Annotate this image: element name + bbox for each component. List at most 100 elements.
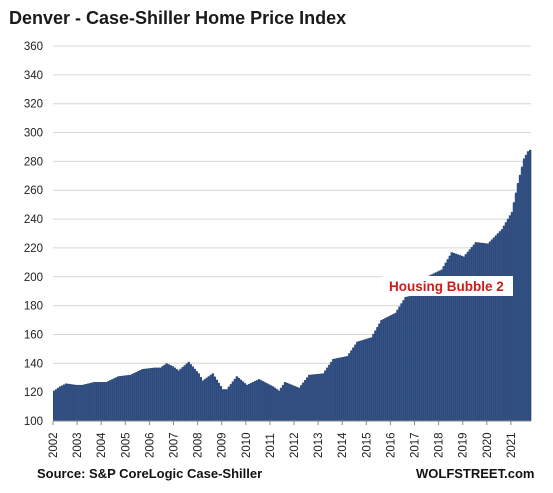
- bar: [103, 382, 106, 421]
- bar: [314, 374, 317, 421]
- bar: [522, 158, 526, 421]
- bar: [173, 367, 176, 421]
- bar: [326, 367, 329, 421]
- bar: [183, 365, 186, 421]
- bar: [506, 218, 510, 421]
- bar: [306, 377, 309, 421]
- bar: [466, 251, 470, 421]
- bar: [227, 386, 231, 421]
- bar: [223, 389, 227, 421]
- x-tick-label: 2017: [410, 432, 422, 458]
- bar: [59, 386, 62, 421]
- bar: [113, 378, 116, 421]
- bar: [440, 269, 443, 421]
- bar: [356, 341, 359, 421]
- bar: [340, 357, 343, 421]
- bar: [298, 387, 301, 421]
- bar: [332, 358, 335, 421]
- bar: [444, 262, 447, 421]
- bar: [502, 225, 506, 421]
- bar: [392, 313, 395, 421]
- bar: [245, 384, 249, 421]
- bar: [147, 368, 150, 421]
- bar: [416, 294, 419, 421]
- y-tick-label: 360: [24, 41, 43, 53]
- bar: [474, 242, 478, 421]
- bar: [67, 383, 70, 421]
- bar: [185, 363, 188, 421]
- bar: [155, 367, 158, 421]
- bar: [456, 254, 460, 421]
- bar: [384, 317, 387, 421]
- bar: [269, 385, 273, 421]
- bar: [237, 378, 241, 421]
- bar: [153, 367, 156, 421]
- bar: [324, 370, 327, 421]
- bar: [141, 369, 144, 421]
- bar: [197, 373, 200, 421]
- bar: [454, 253, 458, 421]
- bar: [376, 326, 379, 421]
- bar: [53, 390, 56, 421]
- bar: [402, 300, 405, 421]
- bar: [109, 380, 112, 421]
- bar: [259, 380, 263, 421]
- bar: [394, 312, 397, 421]
- x-tick-label: 2019: [458, 432, 470, 458]
- y-tick-label: 160: [24, 329, 43, 341]
- bar: [524, 154, 528, 421]
- bar: [526, 151, 530, 422]
- y-tick-label: 260: [24, 185, 43, 197]
- bar: [69, 384, 72, 421]
- x-tick-label: 2013: [313, 432, 325, 458]
- bar: [107, 381, 110, 421]
- bar: [191, 366, 194, 421]
- bar: [424, 282, 427, 421]
- chart-title: Denver - Case-Shiller Home Price Index: [9, 8, 346, 28]
- bar: [251, 382, 255, 421]
- bar: [279, 387, 283, 421]
- bar: [514, 192, 518, 421]
- bar: [159, 367, 162, 421]
- bar: [504, 222, 508, 421]
- bar: [211, 373, 215, 421]
- bar: [486, 243, 490, 421]
- y-tick-label: 120: [24, 387, 43, 399]
- bar: [171, 366, 174, 421]
- bar: [99, 382, 102, 421]
- bar: [181, 367, 184, 421]
- bar: [117, 376, 120, 421]
- bar: [452, 252, 456, 421]
- bar: [348, 353, 351, 421]
- bar: [75, 384, 78, 421]
- bar: [261, 381, 265, 421]
- bar: [436, 271, 439, 421]
- bar: [57, 387, 60, 421]
- bar: [241, 381, 245, 421]
- bar: [85, 383, 88, 421]
- bar: [265, 383, 269, 421]
- bar: [366, 338, 369, 421]
- bar: [362, 339, 365, 421]
- bar: [398, 306, 401, 421]
- bar: [163, 364, 166, 421]
- bar: [199, 377, 202, 421]
- bar: [287, 383, 291, 421]
- bar: [316, 374, 319, 421]
- bar: [404, 296, 407, 421]
- x-tick-label: 2008: [193, 432, 205, 458]
- bar: [263, 382, 267, 421]
- bar: [157, 367, 160, 421]
- bar: [294, 386, 297, 421]
- bar: [235, 376, 239, 421]
- bar: [434, 272, 437, 421]
- bar: [55, 389, 58, 421]
- bar: [422, 286, 425, 421]
- bar: [281, 384, 285, 421]
- bar: [207, 376, 211, 421]
- bar: [292, 385, 295, 421]
- x-tick-label: 2012: [289, 432, 301, 458]
- bar: [257, 379, 261, 421]
- bar: [187, 361, 190, 421]
- brand-label: WOLFSTREET.com: [416, 466, 534, 481]
